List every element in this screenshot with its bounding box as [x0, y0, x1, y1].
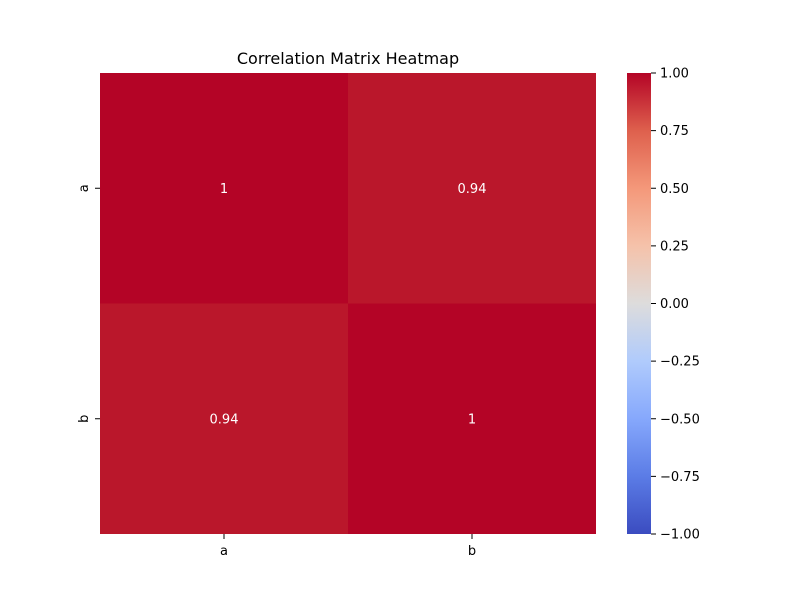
- heatmap-cell-a-a: [100, 73, 348, 304]
- colorbar: 1.00 0.75 0.50 0.25 0.00 −0.25 −0.50 −0.75 −1.00: [627, 67, 700, 543]
- cell-annotation: 1: [468, 412, 476, 427]
- y-axis: ab: [77, 184, 100, 423]
- colorbar-gradient: [627, 73, 651, 534]
- cell-annotation: 1: [220, 182, 228, 197]
- colorbar-tick-label: 0.25: [660, 239, 689, 254]
- colorbar-tick-label: −1.00: [660, 528, 700, 543]
- colorbar-tick-label: −0.75: [660, 470, 700, 485]
- x-tick-label: b: [468, 544, 476, 559]
- y-tick-label: a: [77, 184, 92, 192]
- colorbar-tick-label: 1.00: [660, 67, 689, 82]
- x-tick-label: a: [220, 544, 228, 559]
- heatmap-cell-b-a: [100, 303, 348, 534]
- heatmap-cell-a-b: [348, 73, 596, 304]
- heatmap-cells: 1 0.94 0.94 1: [100, 73, 596, 534]
- cell-annotation: 0.94: [210, 412, 239, 427]
- y-tick-label: b: [77, 415, 92, 423]
- colorbar-tick-label: 0.75: [660, 124, 689, 139]
- heatmap-cell-b-b: [348, 303, 596, 534]
- chart-title: Correlation Matrix Heatmap: [237, 49, 459, 68]
- colorbar-tick-label: 0.00: [660, 297, 689, 312]
- colorbar-tick-label: −0.50: [660, 412, 700, 427]
- colorbar-tick-label: 0.50: [660, 182, 689, 197]
- cell-annotation: 0.94: [458, 182, 487, 197]
- colorbar-tick-label: −0.25: [660, 355, 700, 370]
